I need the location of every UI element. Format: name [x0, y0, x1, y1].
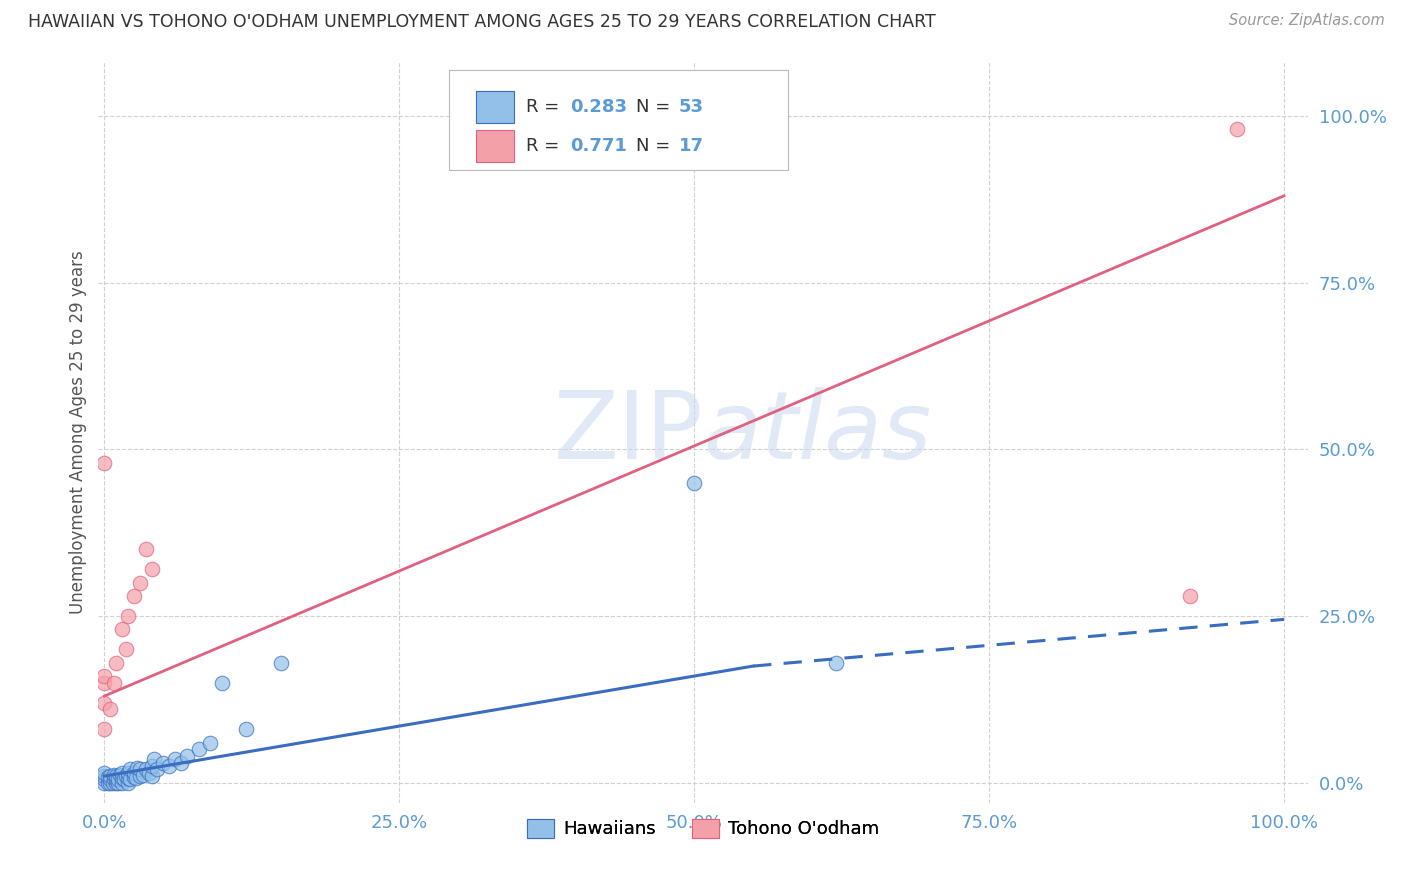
Point: [98, 769, 121, 783]
Point: [112, 772, 135, 787]
Point: [98, 776, 121, 790]
Point: [270, 656, 292, 670]
Text: HAWAIIAN VS TOHONO O'ODHAM UNEMPLOYMENT AMONG AGES 25 TO 29 YEARS CORRELATION CH: HAWAIIAN VS TOHONO O'ODHAM UNEMPLOYMENT …: [28, 13, 936, 31]
Point: [142, 752, 165, 766]
Point: [111, 776, 134, 790]
Point: [93, 772, 115, 787]
Text: N =: N =: [637, 137, 676, 155]
Point: [114, 642, 136, 657]
Point: [1226, 122, 1249, 136]
Point: [107, 776, 129, 790]
Point: [93, 769, 115, 783]
Point: [93, 776, 115, 790]
Point: [135, 542, 157, 557]
Point: [170, 756, 193, 770]
Text: R =: R =: [526, 137, 565, 155]
Point: [108, 768, 131, 782]
Point: [128, 769, 150, 783]
Point: [105, 776, 128, 790]
Point: [93, 696, 115, 710]
Point: [824, 656, 846, 670]
Point: [125, 771, 148, 785]
Point: [105, 769, 128, 783]
Point: [122, 589, 145, 603]
Point: [97, 771, 120, 785]
Point: [93, 669, 115, 683]
Point: [93, 456, 115, 470]
Point: [111, 771, 134, 785]
Point: [93, 675, 115, 690]
Point: [97, 776, 120, 790]
Text: 53: 53: [679, 98, 704, 116]
Point: [683, 475, 706, 490]
Point: [101, 776, 124, 790]
Point: [98, 702, 121, 716]
Point: [120, 772, 142, 787]
Point: [176, 749, 198, 764]
Point: [165, 752, 187, 766]
Point: [138, 765, 160, 780]
Point: [114, 769, 136, 783]
Bar: [475, 91, 515, 123]
Point: [152, 756, 174, 770]
Point: [98, 772, 121, 787]
Point: [1178, 589, 1201, 603]
Point: [103, 772, 125, 787]
Point: [122, 765, 145, 780]
Bar: [475, 130, 515, 162]
Point: [141, 562, 163, 576]
Point: [107, 772, 129, 787]
Point: [157, 759, 180, 773]
Point: [187, 742, 209, 756]
Point: [120, 763, 142, 777]
Text: ZIP: ZIP: [554, 386, 703, 479]
Point: [122, 771, 145, 785]
Point: [93, 723, 115, 737]
Point: [132, 768, 155, 782]
Point: [111, 765, 134, 780]
Text: atlas: atlas: [703, 387, 931, 478]
Text: 0.283: 0.283: [569, 98, 627, 116]
Point: [117, 765, 139, 780]
Point: [141, 759, 163, 773]
Point: [135, 763, 157, 777]
Point: [117, 771, 139, 785]
Point: [235, 723, 257, 737]
Text: Source: ZipAtlas.com: Source: ZipAtlas.com: [1229, 13, 1385, 29]
Point: [103, 768, 125, 782]
Point: [211, 675, 233, 690]
Legend: Hawaiians, Tohono O'odham: Hawaiians, Tohono O'odham: [520, 812, 886, 846]
Point: [128, 763, 150, 777]
Point: [200, 736, 222, 750]
Point: [93, 765, 115, 780]
Text: 17: 17: [679, 137, 704, 155]
Text: N =: N =: [637, 98, 676, 116]
Point: [111, 623, 134, 637]
Point: [117, 609, 139, 624]
FancyBboxPatch shape: [449, 70, 787, 169]
Point: [127, 761, 149, 775]
Text: R =: R =: [526, 98, 565, 116]
Y-axis label: Unemployment Among Ages 25 to 29 years: Unemployment Among Ages 25 to 29 years: [69, 251, 87, 615]
Point: [117, 776, 139, 790]
Point: [105, 772, 128, 787]
Point: [141, 769, 163, 783]
Point: [146, 763, 169, 777]
Point: [105, 656, 128, 670]
Point: [128, 575, 150, 590]
Point: [103, 675, 125, 690]
Text: 0.771: 0.771: [569, 137, 627, 155]
